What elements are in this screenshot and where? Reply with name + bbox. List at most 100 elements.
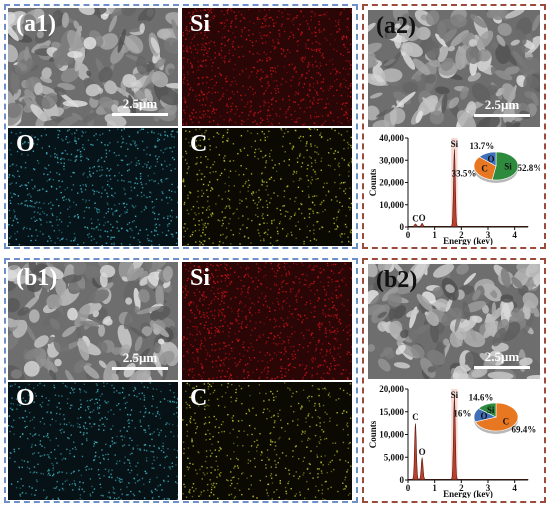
map-pixel xyxy=(324,329,327,331)
map-pixel xyxy=(183,226,185,229)
map-pixel xyxy=(224,263,226,265)
map-pixel xyxy=(255,40,257,42)
map-pixel xyxy=(199,331,201,333)
map-pixel xyxy=(152,388,154,390)
map-pixel xyxy=(145,153,148,155)
map-pixel xyxy=(297,349,299,351)
map-pixel xyxy=(186,319,189,321)
map-pixel xyxy=(309,300,311,302)
map-pixel xyxy=(320,87,322,90)
map-pixel xyxy=(327,463,330,466)
map-pixel xyxy=(343,139,345,141)
map-pixel xyxy=(118,215,121,217)
map-pixel xyxy=(47,470,49,472)
map-pixel xyxy=(39,382,41,385)
map-pixel xyxy=(166,147,168,149)
map-pixel xyxy=(231,108,233,111)
nanoflake xyxy=(441,57,454,71)
map-pixel xyxy=(111,469,113,471)
map-pixel xyxy=(163,451,165,453)
map-pixel xyxy=(243,341,245,344)
map-pixel xyxy=(173,136,175,138)
map-pixel xyxy=(205,296,208,298)
map-pixel xyxy=(284,268,287,271)
map-pixel xyxy=(246,350,249,352)
map-pixel xyxy=(188,141,190,144)
map-pixel xyxy=(31,205,33,208)
map-pixel xyxy=(89,478,92,480)
map-pixel xyxy=(171,190,173,193)
map-pixel xyxy=(150,231,153,233)
map-pixel xyxy=(270,73,273,76)
map-pixel xyxy=(224,274,226,276)
map-pixel xyxy=(40,219,42,221)
map-pixel xyxy=(21,466,23,469)
map-pixel xyxy=(105,212,107,215)
panel-label-a1: (a1) xyxy=(16,11,56,37)
map-pixel xyxy=(93,445,95,447)
nanoflake xyxy=(495,43,511,64)
map-pixel xyxy=(185,285,187,287)
map-pixel xyxy=(57,136,59,139)
map-pixel xyxy=(304,374,306,376)
map-pixel xyxy=(317,341,320,344)
map-pixel xyxy=(191,66,193,69)
map-pixel xyxy=(256,204,258,206)
map-pixel xyxy=(242,355,245,357)
map-pixel xyxy=(24,426,27,429)
map-pixel xyxy=(269,443,272,446)
map-pixel xyxy=(20,137,22,140)
map-pixel xyxy=(265,18,267,21)
map-pixel xyxy=(311,374,313,377)
map-pixel xyxy=(263,133,265,135)
map-pixel xyxy=(273,335,276,337)
map-pixel xyxy=(261,119,264,122)
map-pixel xyxy=(223,302,225,304)
map-pixel xyxy=(194,283,196,285)
map-pixel xyxy=(257,70,259,72)
map-pixel xyxy=(229,283,232,286)
map-pixel xyxy=(230,105,232,108)
map-pixel xyxy=(269,432,271,435)
map-pixel xyxy=(235,400,237,402)
map-pixel xyxy=(163,138,165,141)
map-pixel xyxy=(101,423,104,426)
map-pixel xyxy=(54,153,56,155)
map-pixel xyxy=(223,296,225,298)
map-pixel xyxy=(144,429,146,431)
map-pixel xyxy=(201,104,203,106)
map-pixel xyxy=(292,355,294,358)
map-pixel xyxy=(311,331,313,334)
map-pixel xyxy=(218,357,220,360)
map-pixel xyxy=(78,485,81,488)
map-pixel xyxy=(296,161,299,163)
map-pixel xyxy=(321,98,323,100)
nanoflake xyxy=(163,37,178,54)
map-pixel xyxy=(266,352,269,354)
map-pixel xyxy=(155,198,158,201)
map-pixel xyxy=(182,441,185,443)
map-pixel xyxy=(104,221,107,224)
map-pixel xyxy=(77,138,80,140)
eds-map-si-a1: Si xyxy=(182,8,352,126)
map-pixel xyxy=(313,128,316,130)
nanoflake xyxy=(98,360,107,369)
map-pixel xyxy=(314,349,317,352)
map-pixel xyxy=(314,293,316,296)
map-pixel xyxy=(80,159,82,162)
map-pixel xyxy=(296,50,299,52)
map-pixel xyxy=(350,146,352,149)
map-pixel xyxy=(193,490,195,492)
map-pixel xyxy=(350,160,352,162)
map-pixel xyxy=(338,132,340,135)
map-pixel xyxy=(77,426,79,428)
map-pixel xyxy=(275,275,278,278)
nanoflake xyxy=(152,323,170,338)
map-pixel xyxy=(145,460,148,462)
map-pixel xyxy=(19,495,22,497)
map-pixel xyxy=(193,419,195,421)
map-pixel xyxy=(154,165,157,167)
map-pixel xyxy=(222,325,224,327)
map-pixel xyxy=(170,431,172,433)
map-pixel xyxy=(79,399,82,401)
